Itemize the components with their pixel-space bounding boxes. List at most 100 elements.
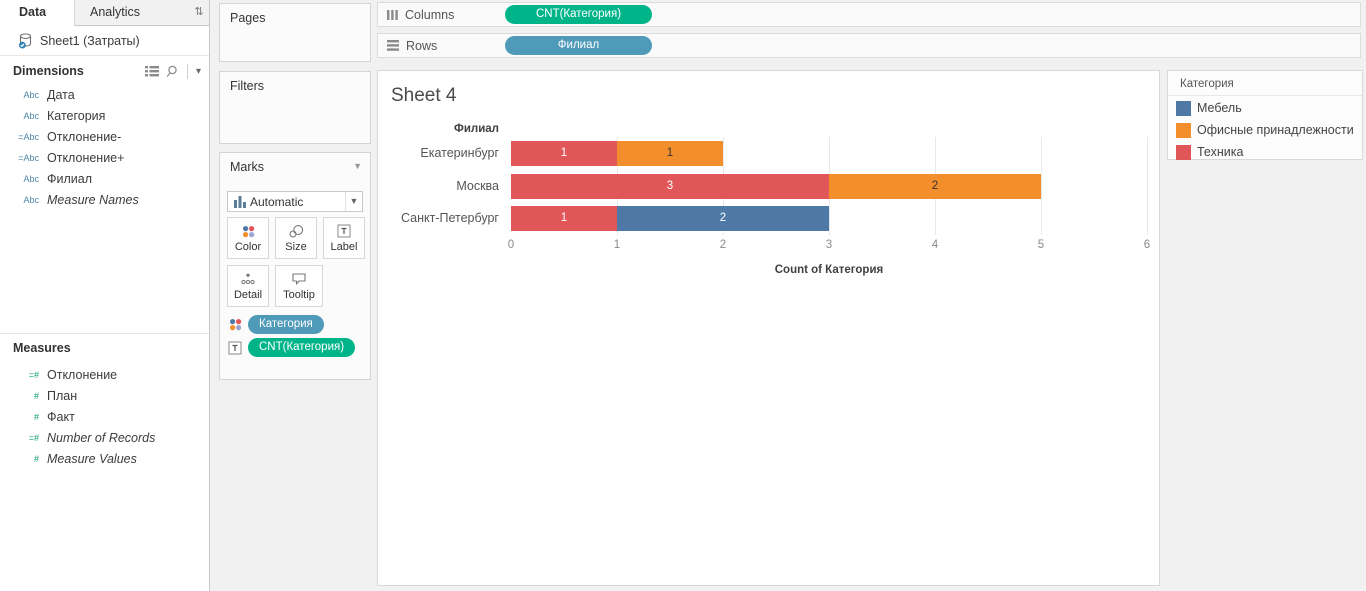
caret-down-icon[interactable]: ▾ xyxy=(195,65,201,77)
x-axis-tick-label: 4 xyxy=(931,239,939,251)
measure-field-item[interactable]: # Measure Values xyxy=(0,448,209,469)
field-label: Категория xyxy=(47,108,106,123)
dimension-field-item[interactable]: Abc Филиал xyxy=(0,168,209,189)
marks-label: Marks xyxy=(230,160,265,174)
measure-field-item[interactable]: # Факт xyxy=(0,406,209,427)
dimension-field-item[interactable]: =Abc Отклонение+ xyxy=(0,147,209,168)
gridline xyxy=(1147,137,1148,235)
pages-shelf[interactable]: Pages xyxy=(219,3,371,62)
measure-field-item[interactable]: # План xyxy=(0,385,209,406)
row-category-label[interactable]: Санкт-Петербург xyxy=(400,211,499,225)
x-axis-tick-label: 3 xyxy=(825,239,833,251)
measure-field-item[interactable]: =# Отклонение xyxy=(0,364,209,385)
tab-analytics[interactable]: Analytics ⇅ xyxy=(75,0,209,26)
dimension-field-item[interactable]: =Abc Отклонение- xyxy=(0,126,209,147)
calculated-measure-type-icon: =# xyxy=(28,369,39,380)
measures-title: Measures xyxy=(13,341,71,355)
color-legend: Категория Мебель Офисные принадлежности Те… xyxy=(1167,70,1363,160)
rows-icon xyxy=(387,40,399,51)
field-label: Отклонение xyxy=(47,367,118,382)
marks-pill-row: Категория xyxy=(227,315,324,334)
filters-shelf[interactable]: Filters xyxy=(219,71,371,144)
dimension-field-item[interactable]: Abc Дата xyxy=(0,84,209,105)
field-label: Отклонение- xyxy=(47,129,122,144)
color-icon xyxy=(227,317,243,332)
tab-data[interactable]: Data xyxy=(0,0,75,26)
measure-field-item[interactable]: =# Number of Records xyxy=(0,427,209,448)
marks-button-label: Color xyxy=(234,241,262,253)
view-as-list-icon[interactable] xyxy=(144,65,159,77)
bar-chart-icon xyxy=(228,195,250,208)
x-axis-tick-label: 2 xyxy=(719,239,727,251)
columns-shelf[interactable]: Columns CNT(Категория) xyxy=(377,2,1361,27)
legend-item[interactable]: Техника xyxy=(1176,144,1243,160)
sheet-title: Sheet 4 xyxy=(391,85,457,106)
legend-item-label: Техника xyxy=(1197,145,1244,159)
dimensions-header: Dimensions xyxy=(0,58,209,84)
row-category-label[interactable]: Москва xyxy=(456,179,499,193)
marks-pill[interactable]: Категория xyxy=(248,315,324,334)
marks-button-color[interactable]: Color xyxy=(227,217,269,259)
text-icon xyxy=(227,341,243,355)
bar-segment[interactable]: 2 xyxy=(829,174,1041,199)
data-pane: Data Analytics ⇅ Sheet1 (Затраты) Dimens… xyxy=(0,0,210,591)
detail-icon xyxy=(228,269,268,289)
caret-down-icon[interactable]: ▼ xyxy=(345,192,362,211)
field-label: Филиал xyxy=(47,171,93,186)
row-axis-title: Филиал xyxy=(454,123,499,135)
bar-segment[interactable]: 1 xyxy=(511,206,617,231)
field-label: Number of Records xyxy=(47,430,156,445)
x-axis-tick-label: 6 xyxy=(1143,239,1151,251)
marks-button-label[interactable]: Label xyxy=(323,217,365,259)
x-axis-title: Count of Категория xyxy=(774,264,884,276)
calculated-measure-type-icon: =# xyxy=(28,432,39,443)
datasource-row[interactable]: Sheet1 (Затраты) xyxy=(0,26,209,56)
dimension-type-icon: Abc xyxy=(23,194,39,205)
search-icon[interactable] xyxy=(166,65,179,78)
mark-type-dropdown[interactable]: Automatic ▼ xyxy=(227,191,363,212)
field-label: План xyxy=(47,388,78,403)
size-icon xyxy=(276,221,316,241)
field-label: Дата xyxy=(47,87,75,102)
legend-item-label: Мебель xyxy=(1197,101,1242,115)
marks-button-tooltip[interactable]: Tooltip xyxy=(275,265,323,307)
legend-item[interactable]: Мебель xyxy=(1176,100,1242,116)
bar-segment[interactable]: 3 xyxy=(511,174,829,199)
pages-label: Pages xyxy=(230,11,266,25)
marks-button-label: Label xyxy=(330,241,358,253)
color-icon xyxy=(228,221,268,241)
x-axis-tick-label: 0 xyxy=(507,239,515,251)
bar-segment[interactable]: 1 xyxy=(617,141,723,166)
bar-segment[interactable]: 2 xyxy=(617,206,829,231)
legend-item[interactable]: Офисные принадлежности xyxy=(1176,122,1354,138)
marks-button-detail[interactable]: Detail xyxy=(227,265,269,307)
columns-shelf-pills: CNT(Категория) xyxy=(505,5,652,24)
bar-segment[interactable]: 1 xyxy=(511,141,617,166)
measure-type-icon: # xyxy=(33,411,39,422)
dimension-field-item[interactable]: Abc Measure Names xyxy=(0,189,209,210)
marks-pill[interactable]: CNT(Категория) xyxy=(248,338,356,357)
rows-shelf-label: Rows xyxy=(378,39,505,53)
swap-vertical-icon[interactable]: ⇅ xyxy=(194,6,204,18)
dimension-type-icon: Abc xyxy=(23,173,39,184)
caret-down-icon[interactable]: ▼ xyxy=(353,161,362,171)
datasource-name: Sheet1 (Затраты) xyxy=(40,33,140,48)
row-category-label[interactable]: Екатеринбург xyxy=(420,146,499,160)
measure-type-icon: # xyxy=(33,453,39,464)
columns-shelf-pill[interactable]: CNT(Категория) xyxy=(505,5,652,24)
gridline xyxy=(1041,137,1042,235)
pane-tabstrip: Data Analytics ⇅ xyxy=(0,0,209,26)
columns-shelf-label: Columns xyxy=(378,8,505,22)
rows-shelf-pill[interactable]: Филиал xyxy=(505,36,652,55)
divider xyxy=(0,333,209,334)
dimension-field-item[interactable]: Abc Категория xyxy=(0,105,209,126)
dimensions-list: Abc Дата Abc Категория =Abc Отклонение- =Abc От… xyxy=(0,84,209,210)
columns-icon xyxy=(387,9,398,21)
marks-button-size[interactable]: Size xyxy=(275,217,317,259)
legend-item-label: Офисные принадлежности xyxy=(1197,123,1354,137)
rows-shelf[interactable]: Rows Филиал xyxy=(377,33,1361,58)
marks-button-label: Size xyxy=(285,241,307,253)
